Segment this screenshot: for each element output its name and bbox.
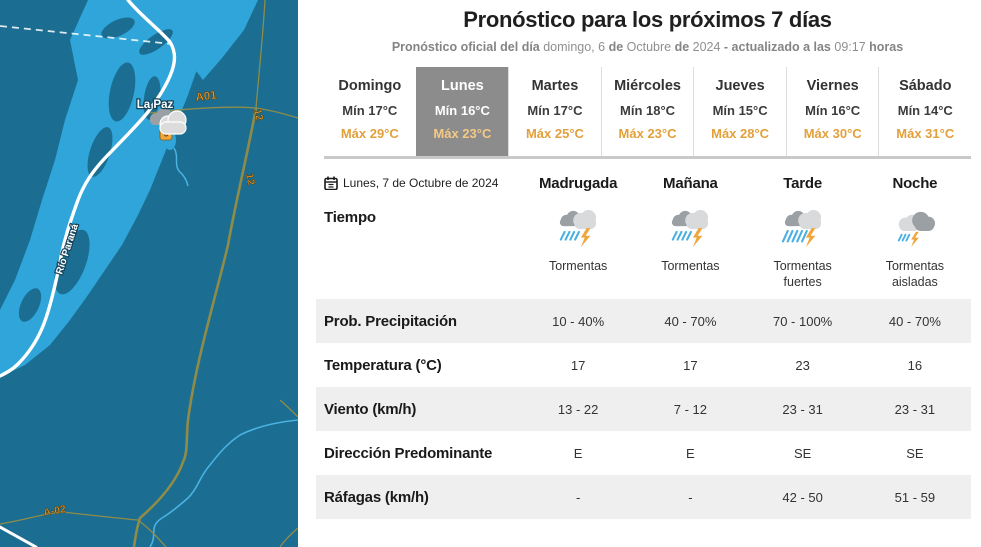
day-tab-domingo[interactable]: Domingo Mín 17°C Máx 29°C — [338, 78, 402, 141]
map-label-12a: 12 — [251, 108, 266, 122]
day-tab-lunes[interactable]: Lunes Mín 16°C Máx 23°C — [415, 67, 509, 156]
storm-icon — [559, 209, 597, 248]
row-wind: Viento (km/h) 13 - 22 7 - 12 23 - 31 23 … — [316, 387, 971, 431]
heavy-storm-icon — [781, 209, 821, 248]
day-tab-sabado[interactable]: Sábado Mín 14°C Máx 31°C — [878, 67, 971, 156]
map-islands — [18, 17, 173, 322]
day-tab-viernes[interactable]: Viernes Mín 16°C Máx 30°C — [785, 67, 879, 156]
map-river-channel — [194, 0, 258, 80]
map-label-a02: A-02 — [42, 503, 67, 519]
map-stream-city — [173, 147, 189, 187]
period-madrugada: Madrugada — [539, 174, 618, 192]
condition-noche: Tormentas aisladas — [859, 209, 971, 291]
map-label-a01: A01 — [195, 89, 218, 104]
selected-date: Lunes, 7 de Octubre de 2024 — [324, 176, 522, 190]
map-label-city: La Paz — [137, 99, 174, 111]
condition-madrugada: Tormentas — [522, 209, 634, 274]
location-map[interactable]: 6 A01 12 12 A-02 Río Paraná — [0, 0, 298, 547]
row-precipitation: Prob. Precipitación 10 - 40% 40 - 70% 70… — [316, 299, 971, 343]
map-boundary-dashed — [0, 25, 173, 45]
isolated-storm-icon — [897, 211, 935, 248]
row-wind-direction: Dirección Predominante E E SE SE — [324, 444, 924, 462]
page-title: Pronóstico para los próximos 7 días — [463, 7, 832, 32]
storm-icon — [672, 209, 709, 248]
map-label-12b: 12 — [243, 172, 257, 186]
map-canvas: 6 A01 12 12 A-02 Río Paraná — [0, 0, 298, 547]
map-route-white-south — [0, 525, 38, 547]
condition-manana: Tormentas — [634, 209, 746, 274]
tabs-divider — [324, 156, 971, 159]
map-roads — [0, 0, 298, 547]
map-route-white — [0, 0, 177, 378]
calendar-icon — [324, 176, 338, 190]
condition-tarde: Tormentas fuertes — [747, 209, 859, 291]
weather-row: Tiempo Tormentas — [324, 197, 971, 299]
city-weather-marker[interactable] — [150, 108, 187, 135]
page-subtitle: Pronóstico oficial del día domingo, 6 de… — [391, 40, 904, 54]
period-noche: Noche — [892, 174, 938, 192]
weather-row-label: Tiempo — [324, 209, 376, 226]
day-tab-jueves[interactable]: Jueves Mín 15°C Máx 28°C — [693, 67, 786, 156]
day-tabs: Domingo Mín 17°C Máx 29°C Lunes Mín 16°C… — [324, 67, 971, 156]
period-tarde: Tarde — [783, 174, 822, 192]
row-gusts: Ráfagas (km/h) - - 42 - 50 51 - 59 — [316, 475, 971, 519]
row-temperature: Temperatura (°C) 17 17 23 16 — [324, 356, 923, 374]
period-header-row: Lunes, 7 de Octubre de 2024 Madrugada Ma… — [324, 169, 971, 197]
day-tab-miercoles[interactable]: Miércoles Mín 18°C Máx 23°C — [600, 67, 694, 156]
forecast-panel: Pronóstico para los próximos 7 días Pron… — [298, 0, 981, 547]
period-manana: Mañana — [663, 174, 718, 192]
day-tab-martes[interactable]: Martes Mín 17°C Máx 25°C — [508, 67, 601, 156]
map-stream-south — [149, 419, 298, 547]
